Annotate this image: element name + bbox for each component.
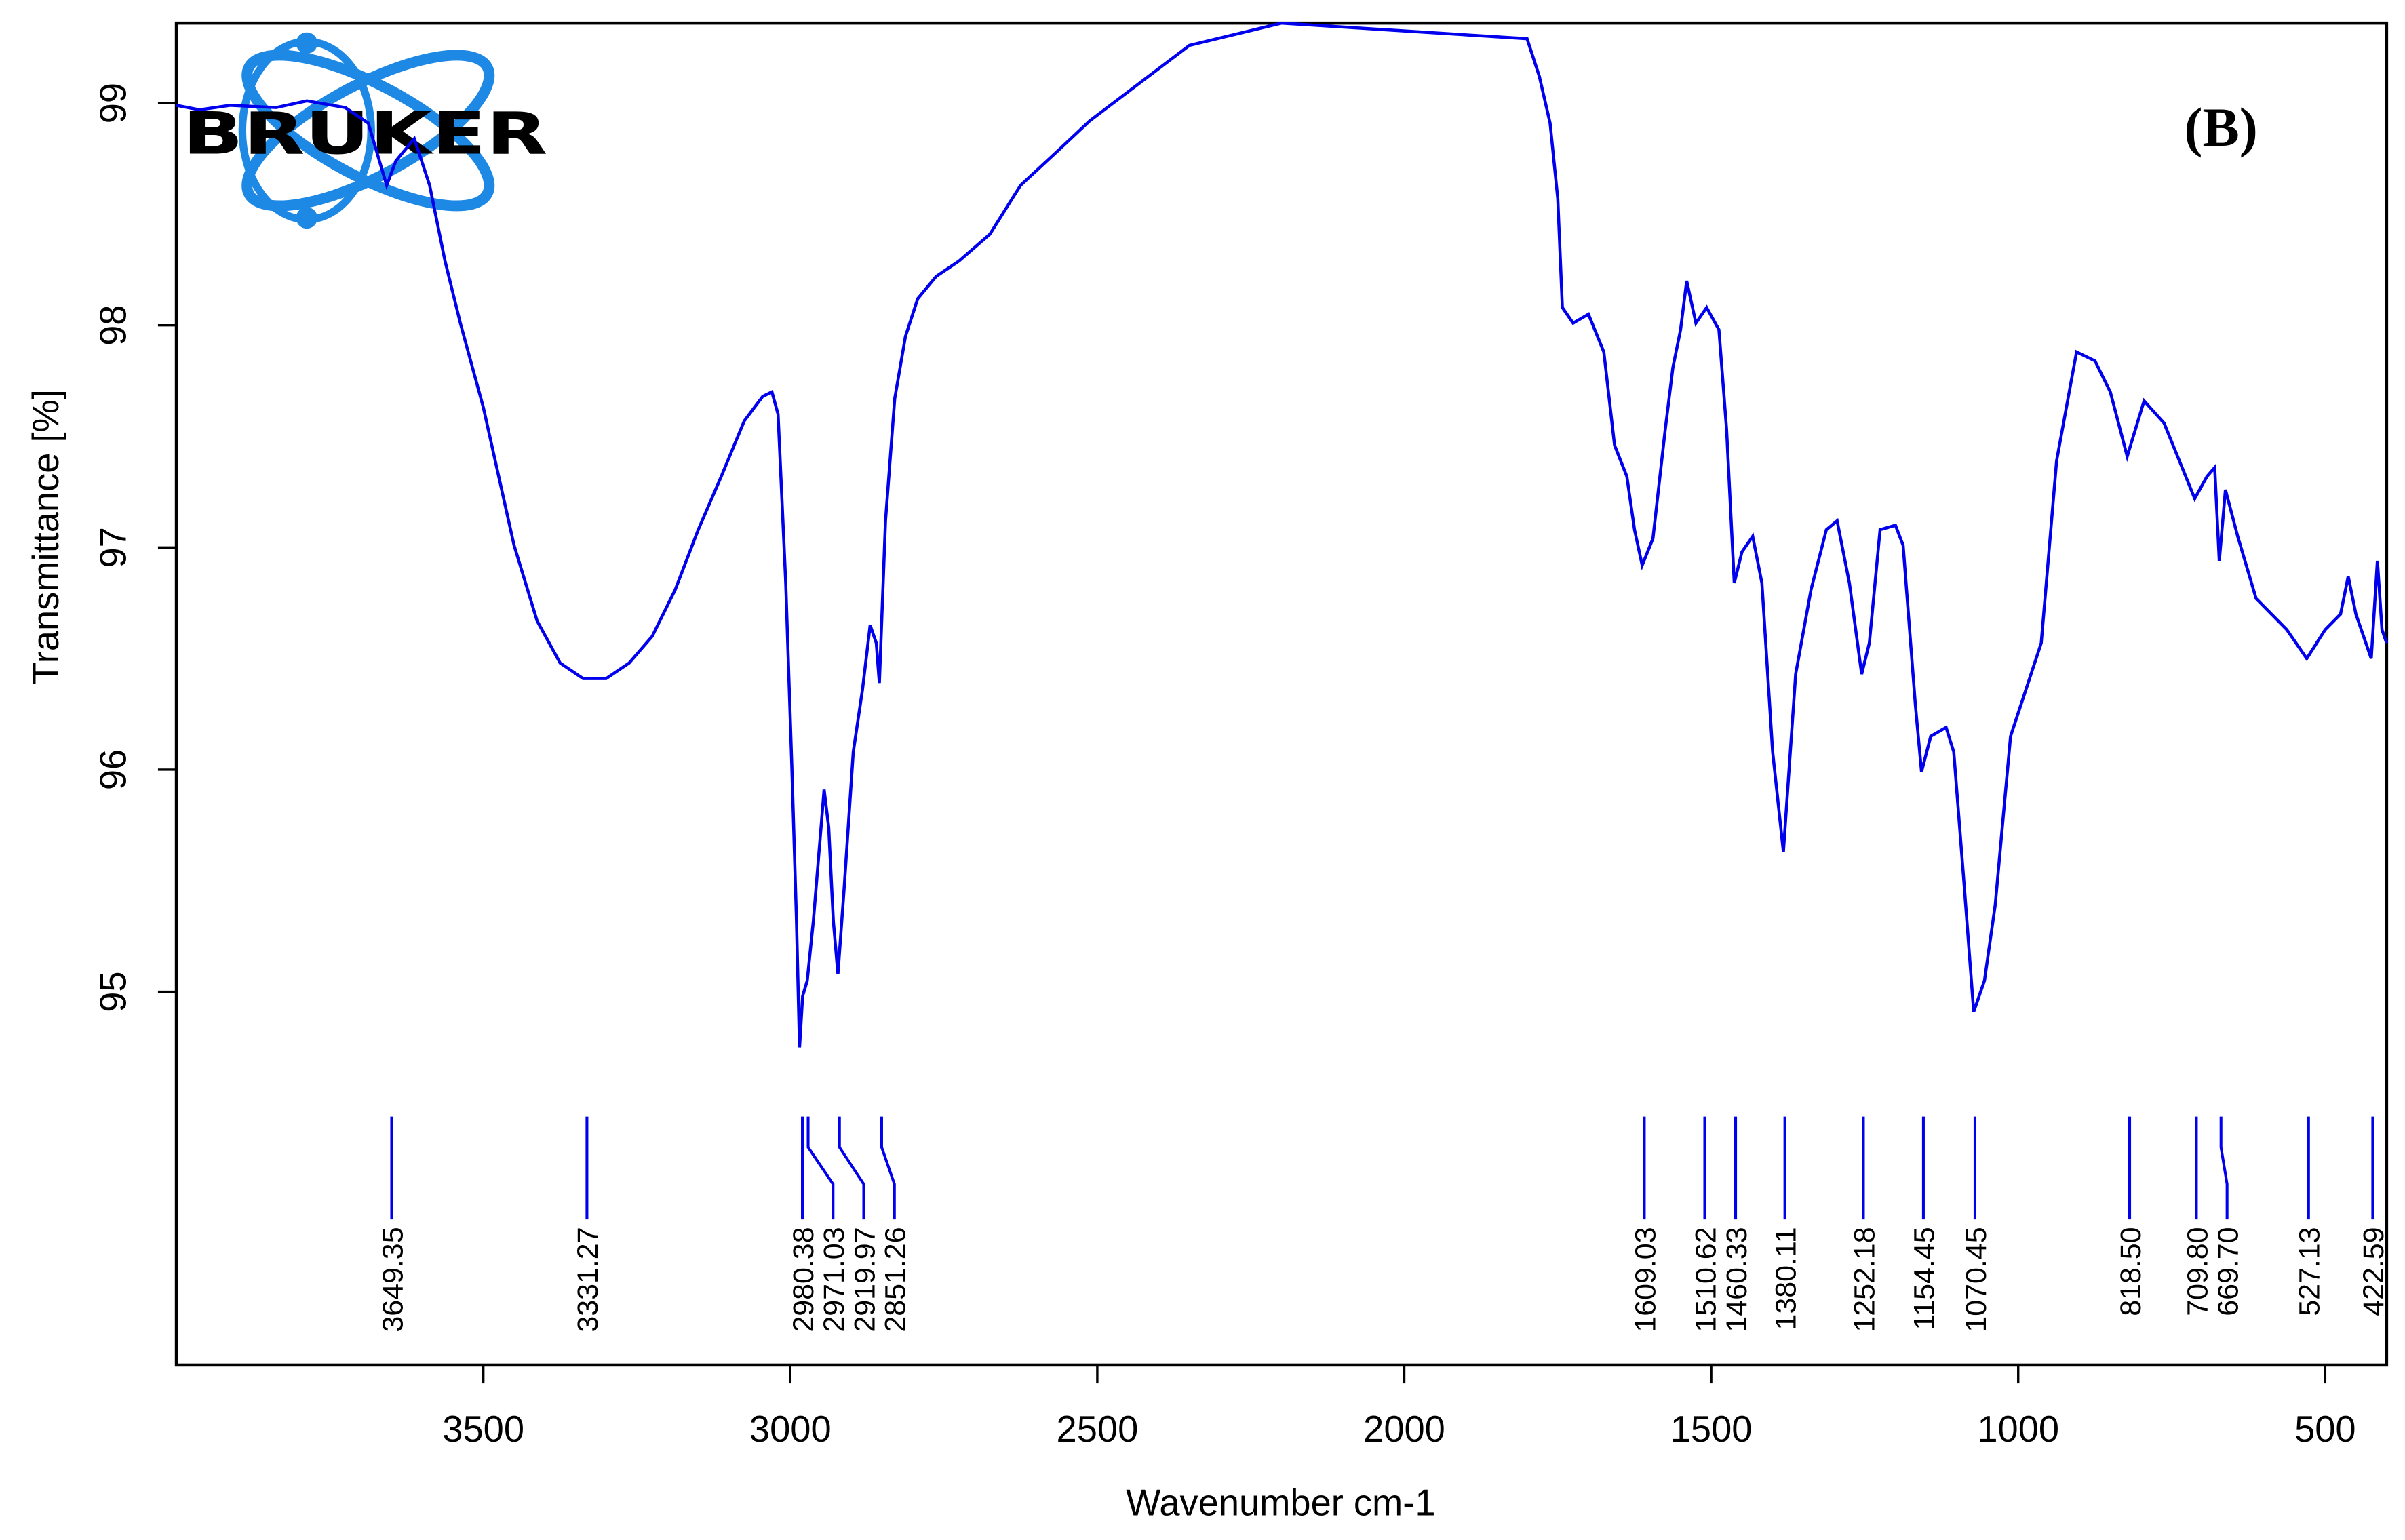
peak-label: 1252.18 bbox=[1848, 1227, 1881, 1332]
y-tick-label: 98 bbox=[92, 305, 134, 346]
peak-marker bbox=[880, 1116, 896, 1220]
x-tick-label: 2500 bbox=[1057, 1408, 1139, 1450]
peak-label: 2919.97 bbox=[848, 1227, 881, 1332]
x-tick-label: 1000 bbox=[1977, 1408, 2059, 1450]
peak-label: 527.13 bbox=[2294, 1227, 2326, 1316]
logo-dot bbox=[296, 207, 318, 229]
peak-label: 1070.45 bbox=[1960, 1227, 1993, 1332]
peak-label: 422.59 bbox=[2358, 1227, 2390, 1316]
y-tick-label: 97 bbox=[92, 527, 134, 568]
peak-label: 1609.03 bbox=[1629, 1227, 1662, 1332]
spectrum-line bbox=[176, 21, 2388, 1048]
peak-label: 2980.38 bbox=[787, 1227, 820, 1332]
logo-dot bbox=[296, 32, 318, 54]
y-tick-label: 96 bbox=[92, 749, 134, 790]
x-tick-label: 3500 bbox=[442, 1408, 524, 1450]
peak-label: 3331.27 bbox=[572, 1227, 604, 1332]
peak-marker bbox=[2219, 1116, 2229, 1220]
peak-label: 1380.11 bbox=[1769, 1227, 1802, 1330]
y-tick-label: 95 bbox=[92, 971, 134, 1012]
peak-label: 1460.33 bbox=[1721, 1227, 1753, 1332]
peak-label: 1154.45 bbox=[1909, 1227, 1941, 1330]
peak-label: 2971.03 bbox=[818, 1227, 850, 1332]
x-tick-label: 2000 bbox=[1363, 1408, 1445, 1450]
peak-label: 818.50 bbox=[2115, 1227, 2147, 1316]
x-axis-label: Wavenumber cm-1 bbox=[1126, 1482, 1435, 1524]
plot-frame bbox=[174, 21, 2389, 1367]
peak-label: 669.70 bbox=[2212, 1227, 2244, 1316]
logo-orbit bbox=[241, 50, 495, 212]
peak-label: 3649.35 bbox=[376, 1227, 409, 1332]
peak-marker bbox=[838, 1116, 865, 1220]
peak-marker bbox=[806, 1116, 835, 1220]
logo: BRUKER bbox=[182, 32, 547, 229]
peak-label: 2851.26 bbox=[880, 1227, 912, 1332]
peak-label: 709.80 bbox=[2181, 1227, 2214, 1316]
y-tick-label: 99 bbox=[92, 83, 134, 123]
x-tick-label: 1500 bbox=[1670, 1408, 1753, 1450]
y-axis-label: Transmittance [%] bbox=[25, 389, 66, 684]
logo-orbit bbox=[241, 50, 495, 212]
x-tick-label: 500 bbox=[2294, 1408, 2356, 1450]
logo-text: BRUKER bbox=[182, 100, 547, 167]
x-tick-label: 3000 bbox=[749, 1408, 832, 1450]
peak-label: 1510.62 bbox=[1689, 1227, 1722, 1332]
panel-label: (B) bbox=[2184, 96, 2258, 158]
